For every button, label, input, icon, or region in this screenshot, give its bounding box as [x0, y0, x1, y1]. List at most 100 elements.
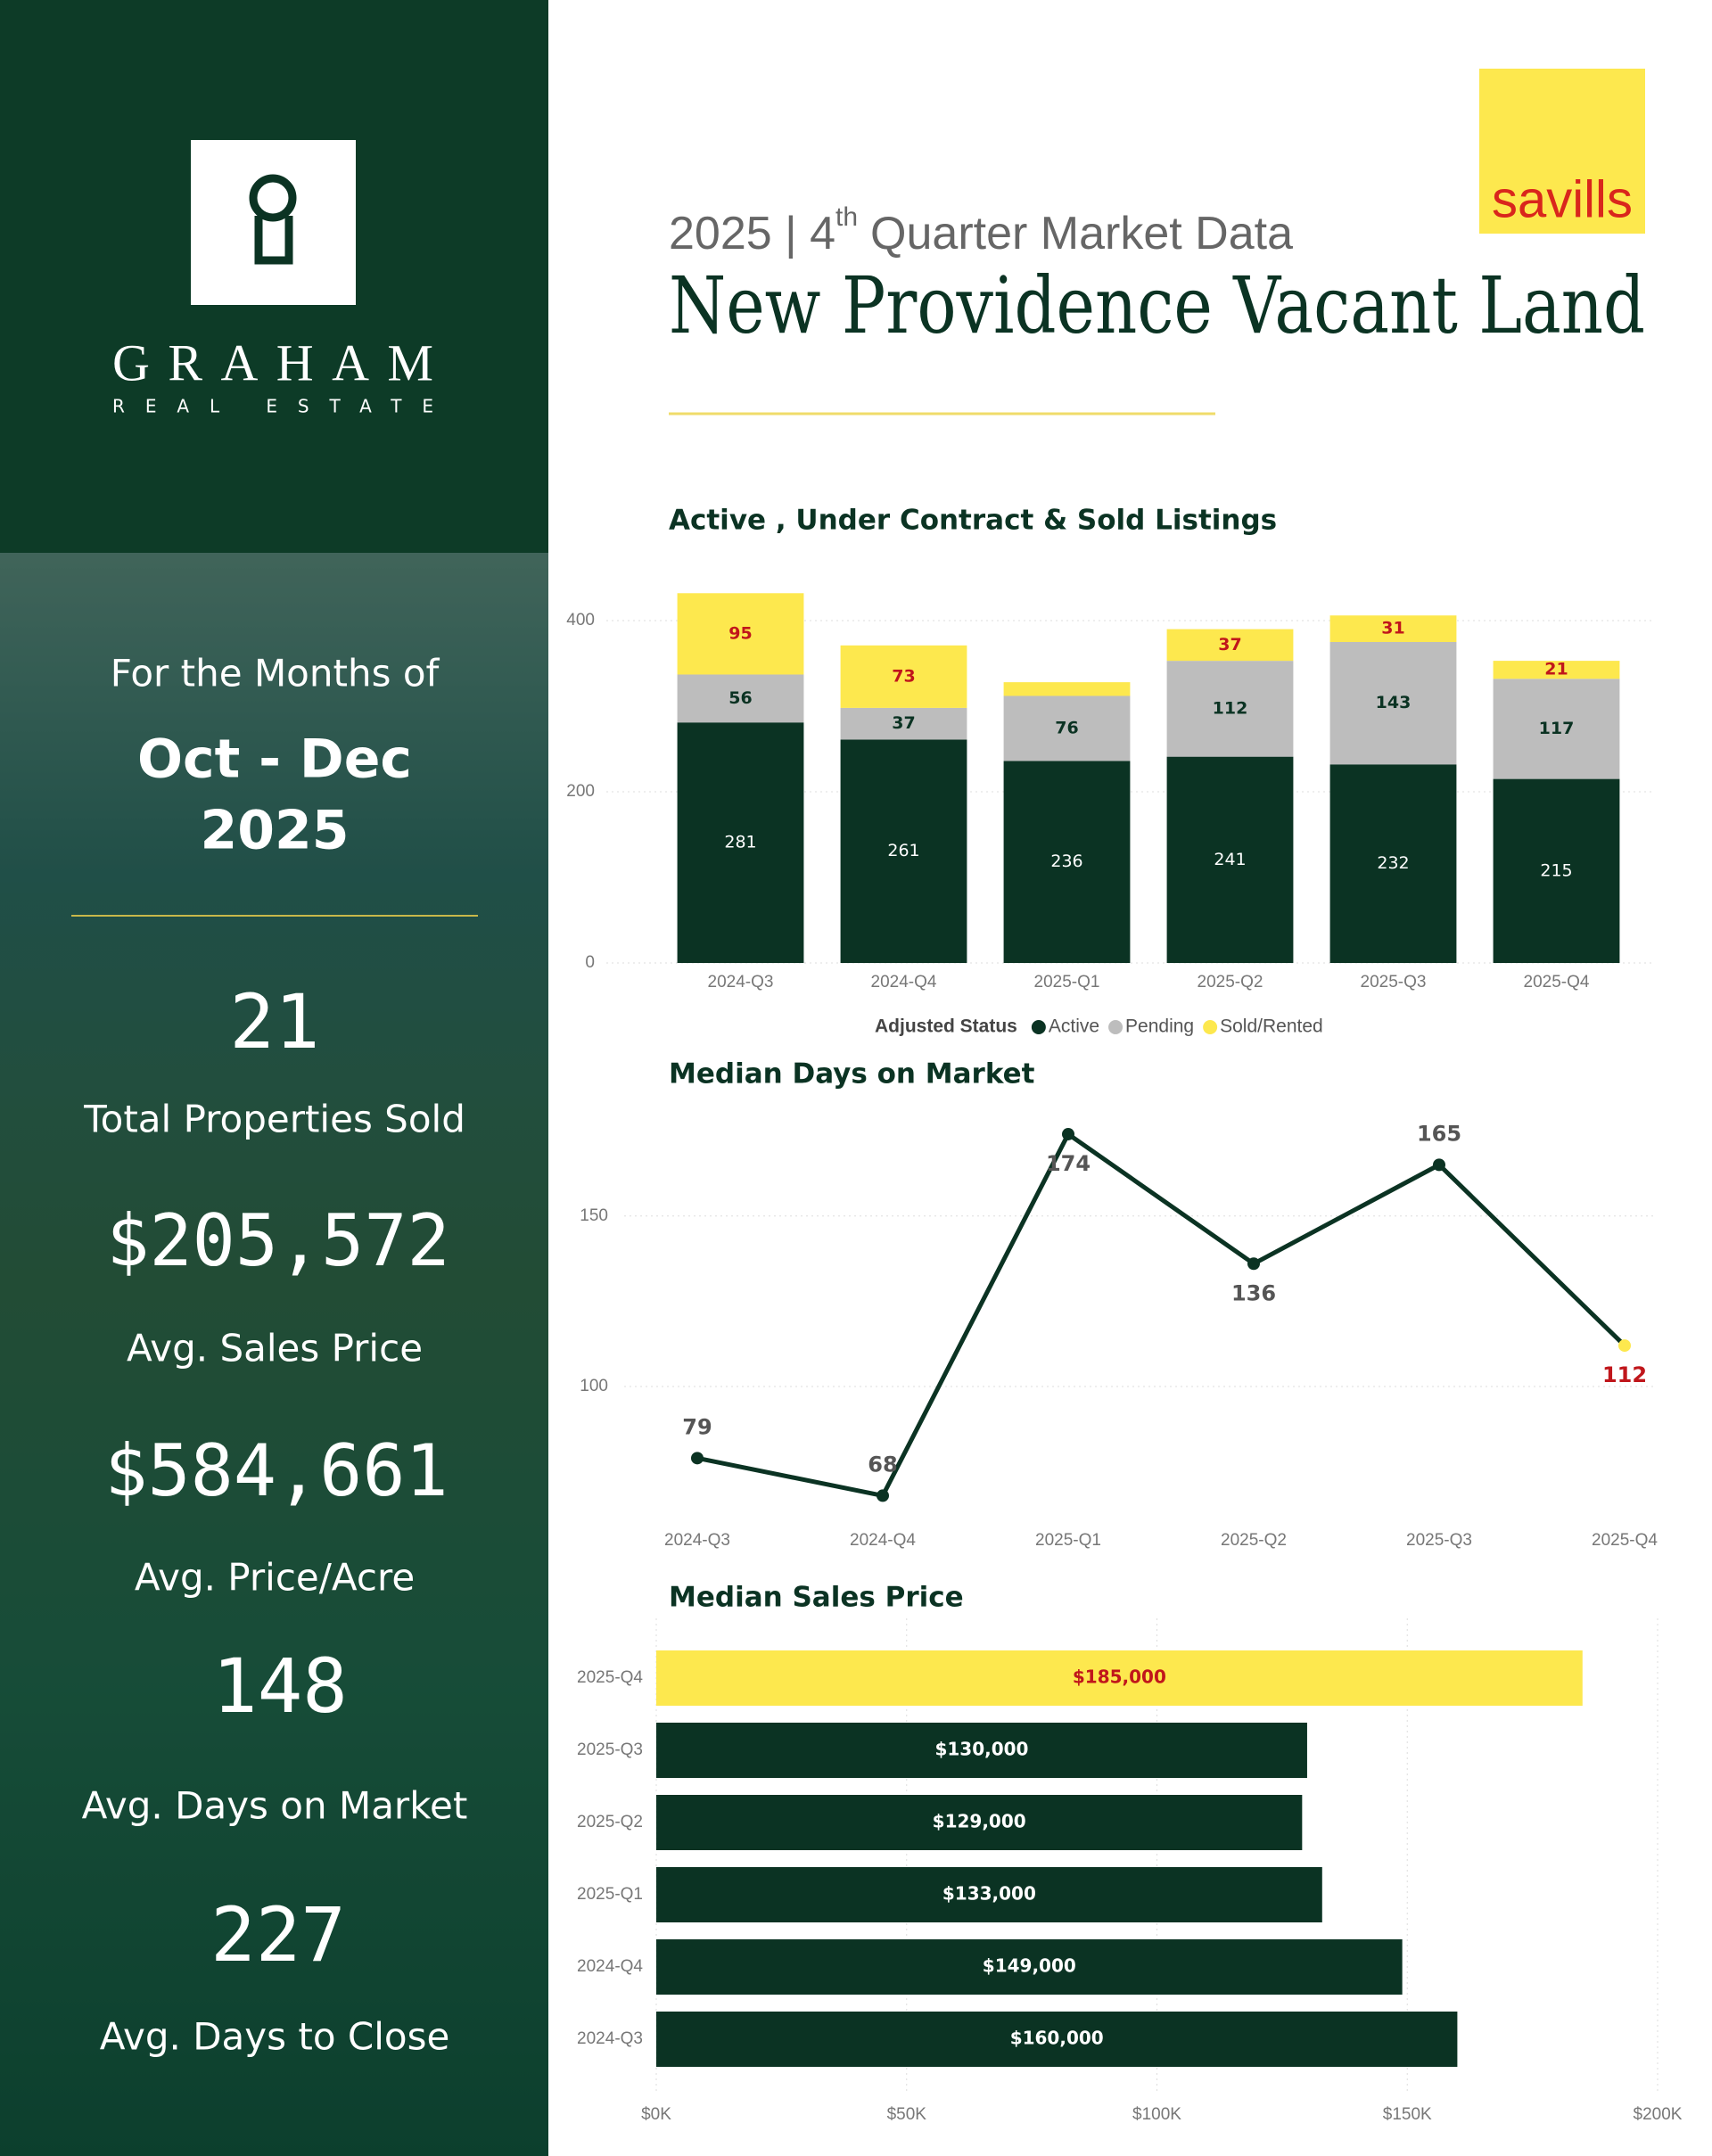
period-year: 2025: [201, 800, 350, 862]
bar-segment: [1166, 756, 1294, 963]
subtitle: 2025 | 4th Quarter Market Data: [669, 202, 1293, 259]
x-tick-label: 2025-Q4: [1524, 973, 1590, 992]
value-label: 136: [1231, 1280, 1276, 1305]
bar-segment: [677, 722, 804, 963]
legend-marker: [1031, 1020, 1046, 1034]
bar: [656, 1867, 1322, 1922]
legend-label: Active: [1049, 1016, 1099, 1037]
bar-segment: [1493, 661, 1620, 679]
y-tick-label: 400: [566, 611, 595, 630]
value-label: 281: [724, 833, 756, 852]
bar-segment: [1493, 778, 1620, 963]
point: [877, 1489, 889, 1502]
page-title: New Providence Vacant Land: [669, 259, 1645, 351]
bar-segment: [840, 739, 967, 963]
value-label: 232: [1377, 853, 1409, 873]
logo-box: [191, 140, 356, 305]
value-label: 21: [1544, 660, 1568, 679]
logo-icon: [249, 174, 297, 265]
x-tick-label: 2025-Q1: [1035, 1531, 1101, 1550]
value-label: 112: [1602, 1362, 1647, 1387]
value-label: 241: [1214, 850, 1246, 869]
value-label: $133,000: [942, 1883, 1036, 1905]
value-label: $129,000: [933, 1811, 1026, 1832]
stat-value: 21: [229, 978, 319, 1066]
stat-label: Avg. Price/Acre: [135, 1556, 415, 1600]
stat-value: $205,572: [106, 1199, 449, 1282]
x-tick-label: 2024-Q3: [664, 1531, 730, 1550]
bar-segment: [840, 707, 967, 740]
y-tick-label: 2024-Q3: [577, 2029, 643, 2048]
bar-segment: [1166, 629, 1294, 662]
chart-title: Active , Under Contract & Sold Listings: [669, 505, 1277, 537]
value-label: 95: [728, 623, 752, 643]
x-tick-label: 2025-Q1: [1034, 973, 1100, 992]
legend-marker: [1108, 1020, 1124, 1034]
y-tick-label: 2025-Q3: [577, 1740, 643, 1759]
y-tick-label: 100: [580, 1377, 608, 1395]
bar-segment: [677, 593, 804, 675]
bar-segment: [1493, 679, 1620, 779]
value-label: 37: [892, 713, 915, 733]
stat-label: Avg. Sales Price: [127, 1327, 423, 1370]
x-tick-label: 2025-Q2: [1221, 1531, 1287, 1550]
stat-label: Avg. Days to Close: [100, 2015, 450, 2059]
point: [1062, 1127, 1074, 1140]
value-label: 117: [1539, 719, 1575, 738]
value-label: 79: [682, 1414, 712, 1439]
x-tick-label: 2024-Q4: [850, 1531, 916, 1550]
value-label: 143: [1376, 693, 1412, 712]
stat-value: 227: [210, 1891, 346, 1979]
value-label: $130,000: [934, 1739, 1028, 1760]
legend-title: Adjusted Status: [875, 1016, 1017, 1037]
bar-segment: [1003, 695, 1131, 761]
bar-segment: [1329, 615, 1457, 642]
value-label: 68: [868, 1452, 897, 1477]
stat-value: $584,661: [104, 1429, 448, 1512]
bar: [656, 1939, 1403, 1995]
sidebar-photo: [0, 553, 548, 2156]
y-tick-label: 2025-Q2: [577, 1813, 643, 1831]
value-label: 174: [1046, 1151, 1091, 1176]
bar-segment: [1329, 642, 1457, 765]
x-tick-label: 2024-Q3: [708, 973, 774, 992]
bar: [656, 2012, 1458, 2067]
bar-segment: [840, 645, 967, 708]
x-tick-label: 2025-Q3: [1361, 973, 1427, 992]
value-label: 76: [1055, 718, 1078, 737]
y-tick-label: 0: [585, 953, 595, 972]
subtitle-end: Quarter Market Data: [870, 208, 1293, 259]
x-tick-label: $100K: [1132, 2105, 1181, 2124]
chart-title: Median Days on Market: [669, 1058, 1035, 1090]
point: [1433, 1158, 1445, 1172]
point: [691, 1452, 704, 1465]
period-intro: For the Months of: [111, 652, 440, 695]
stat-label: Avg. Days on Market: [82, 1784, 468, 1828]
x-tick-label: 2025-Q2: [1198, 973, 1263, 992]
value-label: 112: [1213, 698, 1248, 718]
stat-label: Total Properties Sold: [83, 1098, 465, 1141]
value-label: 73: [892, 666, 915, 686]
value-label: 165: [1417, 1121, 1461, 1146]
line: [696, 1131, 1626, 1499]
subtitle-start: 2025 | 4: [669, 208, 835, 259]
legend-marker: [1203, 1020, 1218, 1034]
point: [1618, 1339, 1631, 1353]
y-tick-label: 2024-Q4: [577, 1957, 643, 1976]
photo-overlay: [0, 553, 548, 2156]
x-tick-label: $50K: [887, 2105, 927, 2124]
savills-logo: [1479, 69, 1645, 234]
value-label: $160,000: [1010, 2028, 1104, 2049]
legend-label: Sold/Rented: [1220, 1016, 1323, 1037]
x-tick-label: $0K: [641, 2105, 671, 2124]
y-tick-label: 150: [580, 1206, 608, 1225]
chart-title: Median Sales Price: [669, 1582, 964, 1614]
y-tick-label: 2025-Q4: [577, 1668, 643, 1687]
bar: [656, 1650, 1583, 1706]
bar-segment: [1329, 764, 1457, 963]
bar: [656, 1795, 1303, 1850]
bar-segment: [677, 674, 804, 723]
point: [1247, 1257, 1260, 1271]
value-label: 261: [887, 841, 919, 860]
